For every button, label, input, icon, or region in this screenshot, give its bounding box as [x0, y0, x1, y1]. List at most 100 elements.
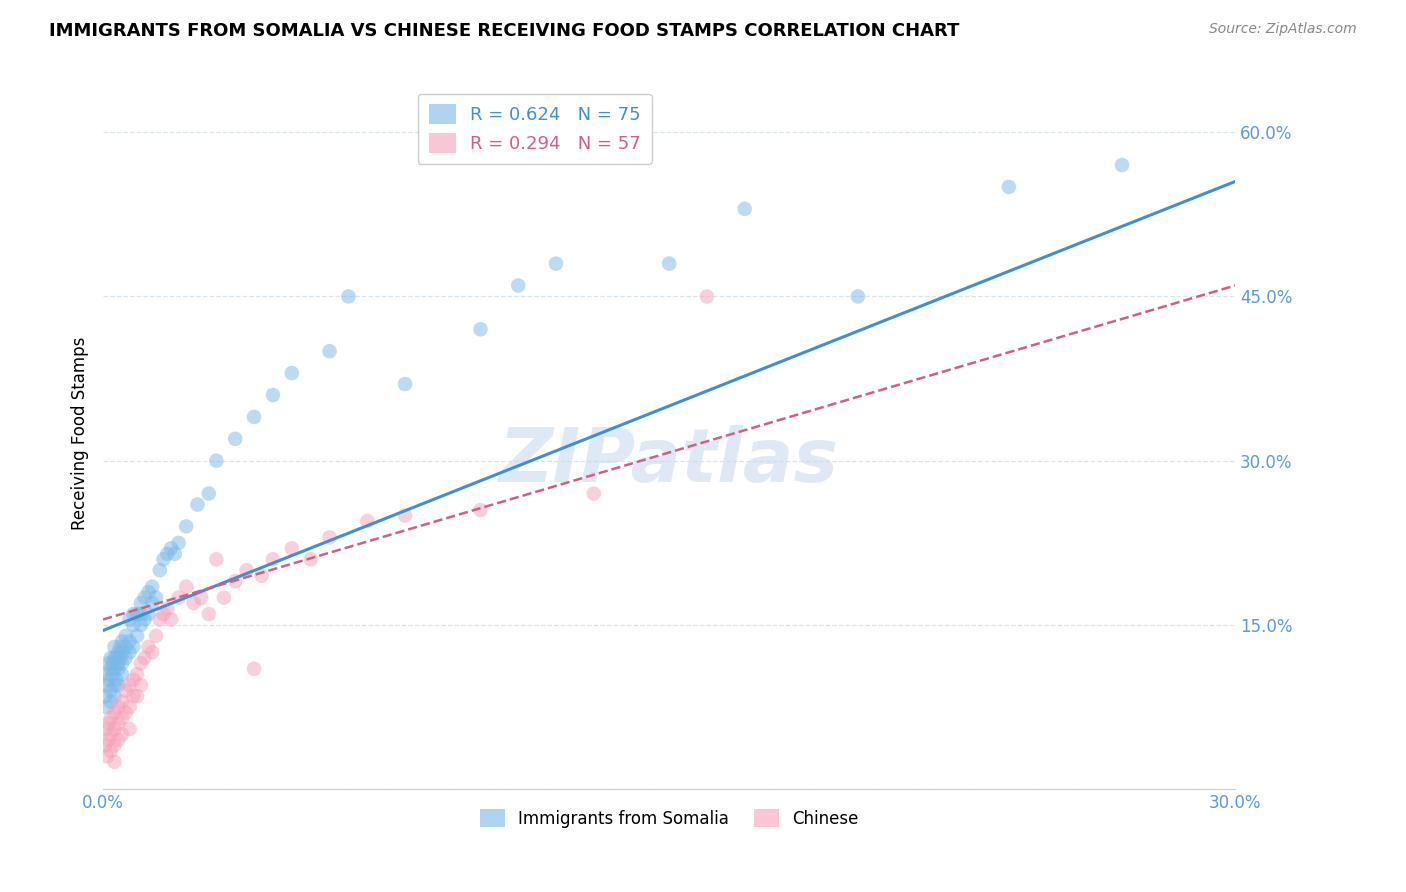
Point	[1111, 158, 1133, 172]
Y-axis label: Receiving Food Stamps: Receiving Food Stamps	[72, 336, 89, 530]
Point	[103, 739, 125, 753]
Point	[100, 744, 122, 758]
Point	[141, 596, 163, 610]
Point	[108, 640, 131, 654]
Point	[122, 618, 145, 632]
Point	[105, 650, 128, 665]
Point	[96, 667, 118, 681]
Point	[129, 596, 152, 610]
Point	[134, 591, 156, 605]
Point	[96, 749, 118, 764]
Point	[100, 695, 122, 709]
Point	[107, 733, 129, 747]
Point	[129, 618, 152, 632]
Point	[118, 722, 141, 736]
Point	[190, 591, 212, 605]
Point	[205, 552, 228, 566]
Point	[118, 678, 141, 692]
Point	[160, 612, 183, 626]
Point	[103, 650, 125, 665]
Point	[111, 634, 134, 648]
Point	[299, 552, 322, 566]
Point	[145, 629, 167, 643]
Point	[152, 607, 174, 621]
Point	[103, 640, 125, 654]
Point	[846, 289, 869, 303]
Point	[105, 673, 128, 687]
Point	[696, 289, 718, 303]
Point	[97, 733, 120, 747]
Point	[107, 645, 129, 659]
Point	[97, 716, 120, 731]
Point	[122, 673, 145, 687]
Point	[145, 591, 167, 605]
Point	[100, 650, 122, 665]
Point	[127, 607, 149, 621]
Point	[205, 453, 228, 467]
Point	[149, 563, 172, 577]
Point	[118, 645, 141, 659]
Point	[141, 645, 163, 659]
Point	[107, 678, 129, 692]
Point	[103, 755, 125, 769]
Point	[734, 202, 756, 216]
Point	[107, 657, 129, 671]
Point	[103, 689, 125, 703]
Point	[138, 640, 160, 654]
Point	[152, 552, 174, 566]
Point	[127, 689, 149, 703]
Point	[167, 591, 190, 605]
Point	[118, 634, 141, 648]
Point	[224, 432, 246, 446]
Point	[103, 678, 125, 692]
Point	[114, 640, 136, 654]
Point	[108, 650, 131, 665]
Point	[262, 388, 284, 402]
Point	[470, 322, 492, 336]
Point	[101, 657, 124, 671]
Point	[96, 700, 118, 714]
Point	[107, 662, 129, 676]
Point	[174, 580, 197, 594]
Point	[544, 257, 567, 271]
Point	[122, 640, 145, 654]
Point	[243, 662, 266, 676]
Point	[114, 650, 136, 665]
Point	[141, 580, 163, 594]
Point	[163, 547, 186, 561]
Point	[235, 563, 257, 577]
Point	[114, 629, 136, 643]
Point	[103, 722, 125, 736]
Point	[138, 585, 160, 599]
Point	[111, 711, 134, 725]
Point	[118, 612, 141, 626]
Point	[394, 508, 416, 523]
Point	[111, 667, 134, 681]
Point	[262, 552, 284, 566]
Point	[107, 716, 129, 731]
Point	[356, 514, 378, 528]
Point	[107, 700, 129, 714]
Point	[149, 612, 172, 626]
Point	[281, 541, 304, 556]
Point	[337, 289, 360, 303]
Point	[658, 257, 681, 271]
Point	[134, 650, 156, 665]
Legend: Immigrants from Somalia, Chinese: Immigrants from Somalia, Chinese	[472, 802, 865, 834]
Point	[582, 486, 605, 500]
Point	[97, 657, 120, 671]
Point	[127, 629, 149, 643]
Point	[174, 519, 197, 533]
Point	[243, 409, 266, 424]
Point	[129, 657, 152, 671]
Point	[167, 536, 190, 550]
Point	[97, 673, 120, 687]
Point	[111, 645, 134, 659]
Point	[129, 678, 152, 692]
Point	[94, 689, 117, 703]
Point	[318, 344, 340, 359]
Point	[212, 591, 235, 605]
Point	[156, 547, 179, 561]
Point	[997, 180, 1019, 194]
Point	[118, 700, 141, 714]
